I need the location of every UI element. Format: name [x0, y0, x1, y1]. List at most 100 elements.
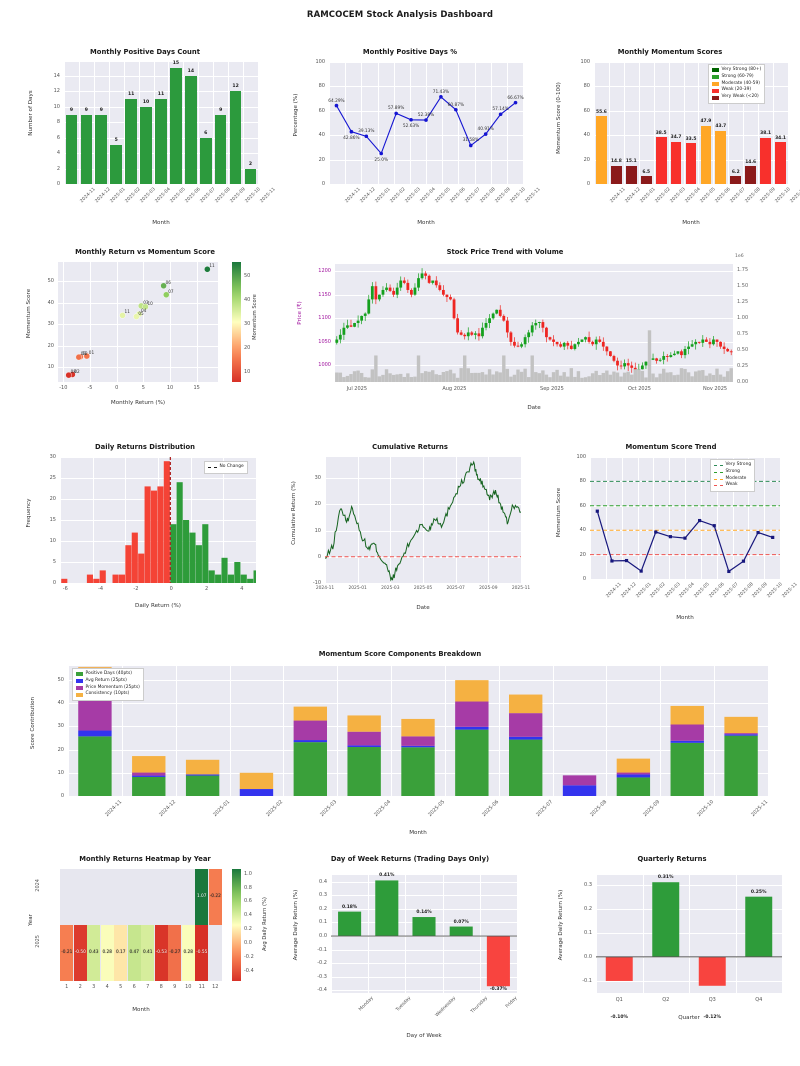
bar [170, 68, 182, 184]
legend-item: Strong (60-79) [712, 74, 761, 81]
x-tick-label: Q1 [615, 997, 623, 1003]
colorbar-tick-label: -0.2 [244, 953, 254, 960]
heatmap-value: -0.21 [61, 950, 73, 955]
point-value-label: 39.13% [358, 129, 375, 135]
x-tick-label: 2025-08 [744, 187, 762, 205]
chart-title: Monthly Returns Heatmap by Year [79, 855, 211, 863]
colorbar-tick-label: 40 [244, 297, 251, 304]
bar-value-label: 9 [69, 107, 74, 113]
legend-dash-icon [208, 466, 217, 468]
x-axis-label: Month [417, 220, 435, 226]
y-tick-label: -0.2 [317, 960, 327, 967]
x-tick-label: Oct 2025 [627, 386, 651, 392]
bar [199, 137, 212, 184]
x-tick-label: 10 [166, 385, 174, 391]
heatmap-value: -0.27 [169, 950, 181, 955]
y-tick-label: 4 [56, 150, 60, 157]
y-tick-label: 2 [56, 165, 60, 172]
bar [775, 142, 786, 184]
x-tick-label: 2025-02 [124, 187, 142, 205]
y-tick-label: 0 [56, 181, 60, 187]
heatmap-cell [127, 925, 141, 981]
x-tick-label: 2025-07 [729, 187, 747, 205]
y-tick-label: 40 [318, 132, 325, 139]
x-tick-label: 2025-01 [348, 586, 367, 591]
x-tick-label: 2025-05 [169, 187, 187, 205]
legend-label: Strong [725, 468, 740, 474]
legend-swatch [76, 672, 83, 677]
dashboard-title: RAMCOCEM Stock Analysis Dashboard [306, 10, 494, 20]
x-tick-label: 8 [159, 984, 163, 990]
y-tick-label: 10 [49, 538, 56, 544]
plot-area [58, 262, 218, 382]
y-tick-label: 60 [583, 107, 590, 114]
colorbar-tick-label: 0.4 [244, 912, 252, 919]
y-tick-label: 30 [314, 475, 321, 481]
y-tick-label: 0 [317, 553, 321, 560]
bar-value-label: 9 [219, 107, 223, 113]
bar-value-label: 12 [232, 84, 239, 90]
x-tick-label: 7 [146, 984, 150, 990]
chart-monthly-positive-days-pct: Monthly Positive Days % Month Percentage… [285, 48, 541, 233]
colorbar [232, 262, 241, 382]
point-value-label: 71.43% [432, 89, 450, 95]
volume-tick-label: 0.25 [737, 362, 749, 369]
y-tick-label: -0.3 [317, 973, 327, 980]
bar [229, 91, 242, 184]
colorbar-tick-label: 0.2 [244, 926, 252, 933]
heatmap-value: -0.55 [196, 950, 208, 955]
point-value-label: 25.0% [374, 157, 389, 163]
chart-title: Monthly Positive Days % [362, 48, 458, 56]
heatmap-value: 0.43 [88, 950, 99, 955]
bar-value-label: 6.5 [642, 169, 651, 175]
chart-title: Monthly Momentum Scores [617, 48, 723, 56]
bar [244, 168, 257, 184]
heatmap-cell [73, 869, 87, 925]
x-tick-label: 2024-11 [315, 586, 335, 591]
x-tick-label: 2025-10 [244, 187, 262, 205]
x-tick-label: 2025-03 [319, 799, 339, 819]
chart-title: Monthly Return vs Momentum Score [75, 248, 215, 256]
x-tick-label: 2025-11 [781, 582, 799, 600]
x-tick-label: 2025-04 [154, 187, 172, 205]
y-tick-label: 20 [314, 501, 321, 508]
threshold-legend: Very Strong Strong Moderate Weak [710, 459, 756, 493]
bar-value-label: 11 [157, 92, 165, 98]
y-tick-label: 0 [52, 580, 56, 586]
heatmap-cell [87, 869, 101, 925]
heatmap-value: -0.53 [155, 950, 167, 955]
x-tick-label: Jul 2025 [346, 386, 368, 392]
x-tick-label: 0 [115, 385, 119, 391]
legend-label: Moderate (40-59) [721, 80, 760, 86]
y-tick-label: 30 [57, 723, 64, 730]
point-value-label: 52.63% [402, 123, 420, 129]
colorbar-tick-label: 20 [244, 345, 251, 352]
legend-dash-icon [714, 464, 723, 466]
point-label: 07 [168, 288, 174, 294]
x-tick-label: 2025-01 [639, 187, 658, 205]
plot-area [596, 875, 782, 993]
legend-swatch [712, 82, 719, 87]
bar [611, 165, 622, 184]
point-label: 04 [141, 308, 147, 314]
legend-item: Very Strong (80+) [712, 67, 761, 74]
y-tick-label: 10 [314, 527, 321, 534]
x-tick-label: Q4 [755, 997, 763, 1003]
x-tick-label: 2025-08 [588, 799, 608, 819]
bar-value-label: 34.1 [775, 135, 786, 141]
bar [140, 106, 152, 184]
legend-item: Price Momentum (25pts) [76, 685, 140, 692]
point-label: 03 [143, 299, 149, 305]
point-value-label: 57.14% [492, 107, 509, 113]
legend-label: Moderate [725, 475, 747, 481]
point-value-label: 57.89% [387, 106, 405, 112]
legend-label: Avg Return (25pts) [85, 677, 127, 683]
bar-value-label: 47.9 [700, 119, 712, 125]
legend-item: Positive Days (40pts) [76, 671, 140, 678]
x-tick-label: 2025-01 [109, 187, 128, 205]
chart-title: Monthly Positive Days Count [90, 48, 200, 56]
y-tick-label: 12 [53, 88, 60, 95]
x-tick-label: 2025-05 [693, 582, 711, 600]
legend-label: Very Strong (80+) [721, 67, 762, 72]
x-tick-label: 2025-09 [479, 586, 498, 591]
